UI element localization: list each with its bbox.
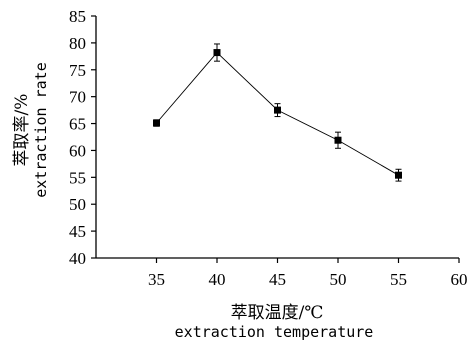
x-axis-title-chinese: 萃取温度/℃	[231, 303, 324, 323]
x-axis-title-english: extraction temperature	[175, 323, 374, 341]
x-tick-label: 35	[148, 270, 165, 289]
y-tick-label: 60	[69, 141, 86, 160]
data-point	[395, 171, 402, 179]
y-tick-label: 65	[69, 115, 86, 134]
x-tick-label: 55	[390, 270, 407, 289]
y-tick-label: 75	[69, 61, 86, 80]
y-tick-label: 85	[69, 7, 86, 26]
y-axis-title-english: extraction rate	[32, 62, 50, 197]
y-tick-label: 70	[69, 88, 86, 107]
data-point	[153, 119, 160, 127]
y-ticks: 40 45 50 55 60 65 70 75 80 85	[69, 7, 96, 268]
y-tick-label: 50	[69, 195, 86, 214]
data-markers	[153, 49, 402, 179]
x-tick-label: 40	[209, 270, 226, 289]
y-tick-label: 55	[69, 168, 86, 187]
x-tick-label: 45	[269, 270, 286, 289]
x-tick-label: 60	[451, 270, 468, 289]
data-point	[274, 106, 281, 114]
y-axis-title-chinese: 萃取率/%	[12, 94, 32, 167]
y-tick-label: 45	[69, 222, 86, 241]
data-point	[213, 49, 221, 57]
axes	[95, 16, 459, 259]
x-tick-label: 50	[330, 270, 347, 289]
y-tick-label: 40	[69, 249, 86, 268]
y-tick-label: 80	[69, 34, 86, 53]
data-point	[334, 136, 342, 144]
x-ticks: 35 40 45 50 55 60	[148, 258, 468, 289]
